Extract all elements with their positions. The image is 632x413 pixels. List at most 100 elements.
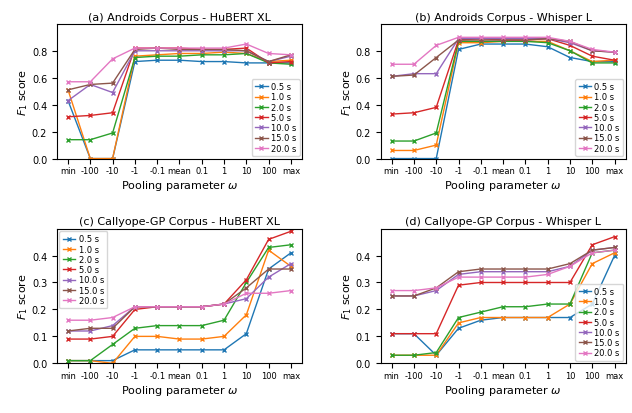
- 20.0 s: [588, 251, 596, 256]
- 20.0 s: [109, 57, 116, 62]
- 20.0 s: [243, 291, 250, 296]
- 15.0 s: [220, 302, 228, 307]
- 20.0 s: [544, 272, 552, 277]
- 20.0 s: [154, 304, 161, 309]
- 20.0 s: [265, 52, 272, 57]
- 20.0 s: [432, 286, 440, 291]
- 0.5 s: [521, 43, 529, 47]
- 15.0 s: [154, 47, 161, 52]
- 0.5 s: [265, 61, 272, 66]
- 5.0 s: [154, 47, 161, 52]
- 2.0 s: [287, 243, 295, 248]
- 5.0 s: [176, 47, 183, 52]
- 0.5 s: [243, 331, 250, 336]
- 0.5 s: [87, 157, 94, 161]
- 15.0 s: [243, 49, 250, 54]
- 1.0 s: [455, 41, 463, 46]
- 1.0 s: [265, 60, 272, 65]
- 10.0 s: [265, 275, 272, 280]
- 10.0 s: [243, 297, 250, 301]
- Title: (b) Androids Corpus - Whisper L: (b) Androids Corpus - Whisper L: [415, 13, 592, 23]
- 10.0 s: [176, 49, 183, 54]
- 20.0 s: [611, 50, 618, 55]
- 10.0 s: [521, 37, 529, 42]
- 10.0 s: [243, 49, 250, 54]
- 20.0 s: [410, 288, 418, 293]
- 20.0 s: [477, 36, 485, 41]
- 20.0 s: [611, 248, 618, 253]
- 20.0 s: [388, 63, 396, 68]
- 5.0 s: [87, 114, 94, 119]
- 10.0 s: [388, 294, 396, 299]
- 20.0 s: [521, 275, 529, 280]
- 5.0 s: [64, 337, 72, 342]
- 15.0 s: [410, 74, 418, 78]
- 15.0 s: [499, 38, 507, 43]
- 2.0 s: [243, 280, 250, 285]
- 5.0 s: [566, 280, 574, 285]
- X-axis label: Pooling parameter $\omega$: Pooling parameter $\omega$: [121, 178, 238, 192]
- 1.0 s: [220, 334, 228, 339]
- Title: (d) Callyope-GP Corpus - Whisper L: (d) Callyope-GP Corpus - Whisper L: [405, 217, 601, 227]
- 2.0 s: [499, 304, 507, 309]
- 10.0 s: [388, 75, 396, 80]
- 15.0 s: [566, 40, 574, 45]
- 10.0 s: [287, 55, 295, 59]
- 10.0 s: [588, 248, 596, 253]
- 0.5 s: [455, 326, 463, 331]
- 5.0 s: [521, 38, 529, 43]
- Line: 20.0 s: 20.0 s: [66, 288, 293, 323]
- 2.0 s: [87, 358, 94, 363]
- 1.0 s: [109, 361, 116, 366]
- Line: 0.5 s: 0.5 s: [66, 251, 293, 363]
- Line: 15.0 s: 15.0 s: [389, 245, 617, 299]
- 2.0 s: [154, 323, 161, 328]
- 20.0 s: [87, 80, 94, 85]
- 2.0 s: [499, 40, 507, 45]
- 0.5 s: [243, 61, 250, 66]
- 1.0 s: [521, 315, 529, 320]
- Y-axis label: $F_1$ score: $F_1$ score: [340, 273, 354, 320]
- Line: 1.0 s: 1.0 s: [389, 40, 617, 154]
- 10.0 s: [131, 304, 138, 309]
- Y-axis label: $F_1$ score: $F_1$ score: [16, 273, 30, 320]
- 5.0 s: [131, 307, 138, 312]
- 2.0 s: [64, 138, 72, 143]
- 0.5 s: [109, 157, 116, 161]
- 10.0 s: [455, 272, 463, 277]
- Legend: 0.5 s, 1.0 s, 2.0 s, 5.0 s, 10.0 s, 15.0 s, 20.0 s: 0.5 s, 1.0 s, 2.0 s, 5.0 s, 10.0 s, 15.0…: [59, 232, 107, 309]
- Line: 1.0 s: 1.0 s: [66, 248, 293, 366]
- 15.0 s: [287, 53, 295, 58]
- 0.5 s: [455, 48, 463, 53]
- Line: 0.5 s: 0.5 s: [389, 43, 617, 161]
- 5.0 s: [410, 111, 418, 116]
- 15.0 s: [243, 286, 250, 291]
- 20.0 s: [109, 315, 116, 320]
- Legend: 0.5 s, 1.0 s, 2.0 s, 5.0 s, 10.0 s, 15.0 s, 20.0 s: 0.5 s, 1.0 s, 2.0 s, 5.0 s, 10.0 s, 15.0…: [575, 284, 623, 361]
- 10.0 s: [176, 304, 183, 309]
- 15.0 s: [87, 326, 94, 331]
- 2.0 s: [265, 61, 272, 66]
- 1.0 s: [64, 358, 72, 363]
- 1.0 s: [588, 261, 596, 266]
- 1.0 s: [154, 53, 161, 58]
- 20.0 s: [455, 36, 463, 41]
- 5.0 s: [243, 278, 250, 282]
- 2.0 s: [265, 245, 272, 250]
- 0.5 s: [499, 43, 507, 47]
- 5.0 s: [544, 37, 552, 42]
- 1.0 s: [410, 149, 418, 154]
- Line: 10.0 s: 10.0 s: [66, 49, 293, 104]
- 20.0 s: [131, 304, 138, 309]
- Line: 5.0 s: 5.0 s: [389, 235, 617, 336]
- 1.0 s: [64, 88, 72, 93]
- 1.0 s: [566, 302, 574, 307]
- 0.5 s: [388, 157, 396, 161]
- 15.0 s: [198, 304, 205, 309]
- 10.0 s: [566, 41, 574, 46]
- 5.0 s: [87, 337, 94, 342]
- 2.0 s: [154, 55, 161, 59]
- Line: 2.0 s: 2.0 s: [66, 243, 293, 363]
- 10.0 s: [499, 270, 507, 275]
- 5.0 s: [131, 47, 138, 52]
